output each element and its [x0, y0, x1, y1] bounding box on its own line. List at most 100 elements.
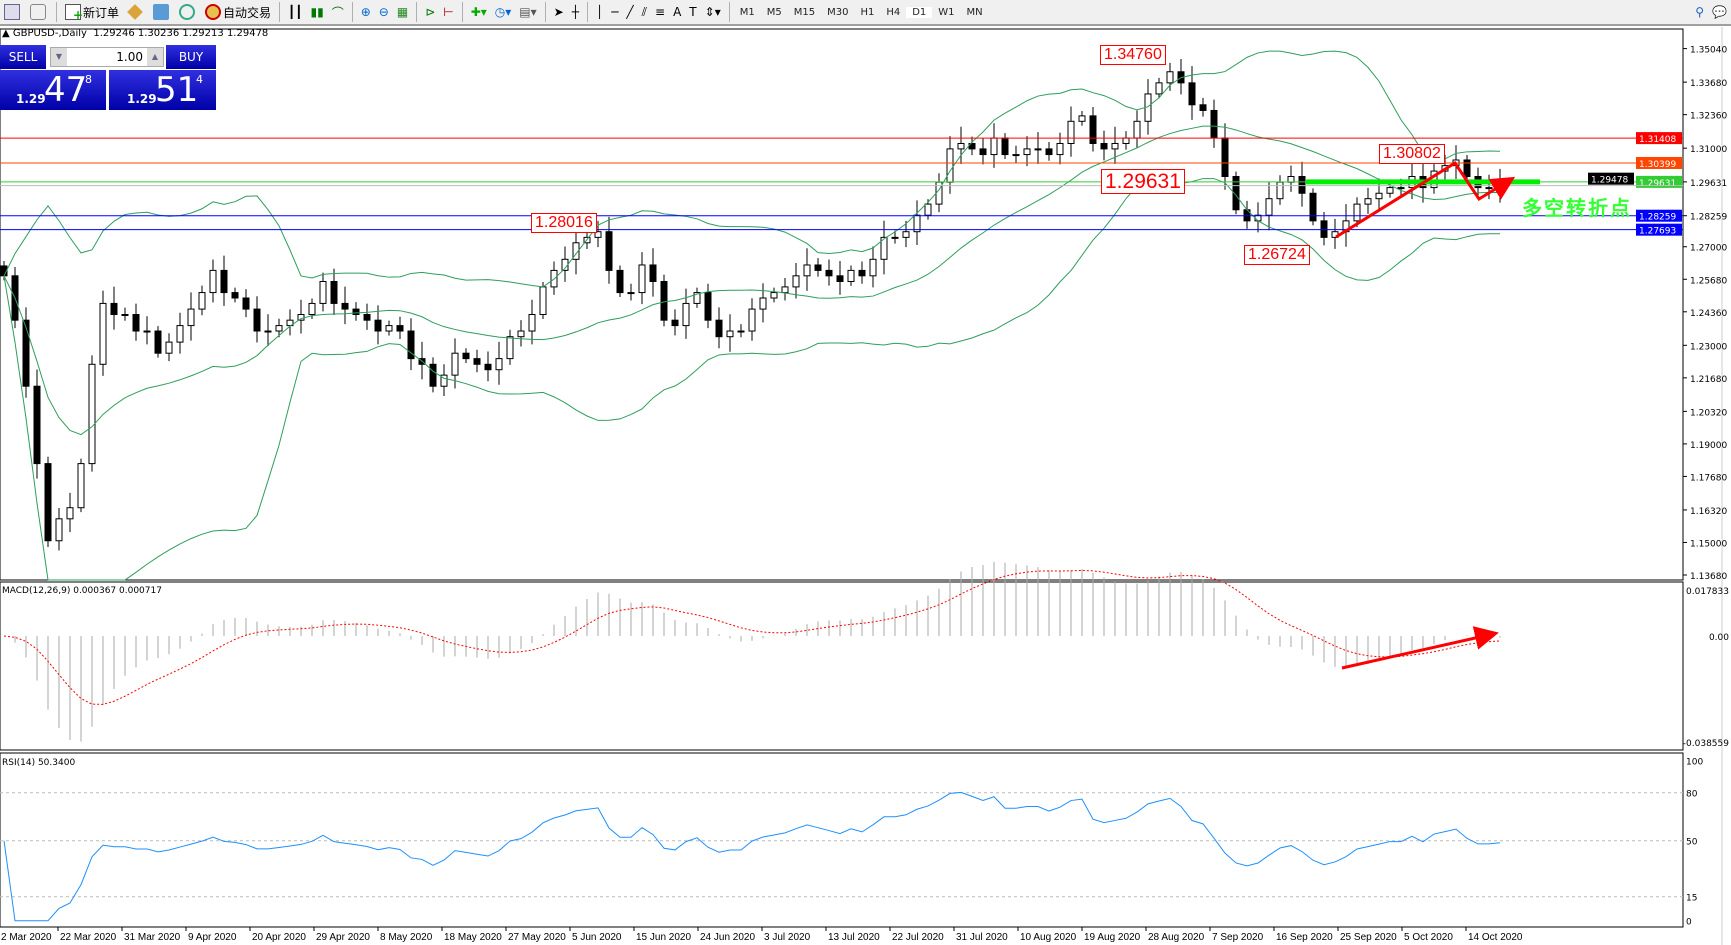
- history-icon[interactable]: [149, 1, 175, 23]
- annotation-oct-high[interactable]: 1.30802: [1379, 144, 1445, 164]
- price-tick-label: 1.21680: [1690, 375, 1727, 385]
- annotation-jun-high[interactable]: 1.28016: [531, 213, 597, 233]
- market-watch-icon[interactable]: [0, 1, 26, 23]
- candle-body: [1034, 148, 1042, 151]
- candle-body: [693, 292, 701, 304]
- zoom-out-icon[interactable]: ⊖: [378, 5, 389, 19]
- date-label: 10 Aug 2020: [1020, 932, 1077, 943]
- candle-body: [143, 330, 151, 333]
- candle-body: [902, 231, 910, 238]
- price-chart[interactable]: 1.35040 1.33680 1.32360 1.31000 1.29631 1.282…: [0, 27, 1731, 945]
- price-tick-label: 1.20320: [1690, 408, 1727, 418]
- trendline-icon[interactable]: ╱: [626, 5, 634, 19]
- candle-body: [814, 264, 822, 271]
- price-tick-label: 1.29631: [1690, 179, 1727, 189]
- lot-stepper[interactable]: ▼ 1.00 ▲: [50, 47, 164, 67]
- timeframe-h1[interactable]: H1: [860, 6, 875, 18]
- candle-body: [836, 275, 844, 282]
- candle-body: [1045, 148, 1053, 156]
- periods-icon[interactable]: ◷▾: [494, 5, 512, 19]
- templates-icon[interactable]: ▤▾: [519, 5, 537, 19]
- zoom-in-icon[interactable]: ⊕: [360, 5, 371, 19]
- price-flag: [1588, 172, 1634, 185]
- horizontal-line-icon[interactable]: ─: [611, 5, 619, 19]
- candle-body: [847, 269, 855, 282]
- timeframe-d1[interactable]: D1: [906, 6, 933, 18]
- line-chart-icon[interactable]: ⌒: [331, 5, 344, 20]
- equidistant-channel-icon[interactable]: ⫽: [641, 4, 648, 19]
- candle-body: [825, 269, 833, 277]
- pivot-text[interactable]: 多空转折点: [1522, 196, 1632, 220]
- timeframe-m30[interactable]: M30: [827, 6, 849, 18]
- experts-icon[interactable]: [123, 1, 149, 23]
- candle-body: [165, 341, 173, 354]
- bar-chart-icon[interactable]: ┃┃: [288, 5, 303, 19]
- annotation-pivot[interactable]: 1.29631: [1101, 169, 1185, 194]
- timeframe-m15[interactable]: M15: [793, 6, 816, 18]
- candle-body: [1298, 176, 1306, 194]
- price-flag: [1636, 156, 1682, 169]
- indicators-icon[interactable]: ✚▾: [470, 5, 487, 19]
- rsi-line: [3, 791, 1501, 922]
- signals-icon[interactable]: [175, 1, 201, 23]
- candle-body: [1199, 104, 1207, 111]
- price-tick-label: 1.15000: [1690, 539, 1727, 549]
- candle-body: [77, 463, 85, 509]
- text-label-icon[interactable]: T: [689, 5, 697, 19]
- lot-down-arrow[interactable]: ▼: [51, 48, 67, 66]
- tile-windows-icon[interactable]: ▦: [396, 5, 409, 19]
- date-label: 25 Sep 2020: [1340, 932, 1397, 943]
- arrows-icon[interactable]: ⇕▾: [704, 5, 721, 19]
- candle-body: [638, 264, 646, 294]
- candle-body: [121, 314, 129, 317]
- zoom-data-icon[interactable]: [26, 1, 52, 23]
- timeframe-h4[interactable]: H4: [886, 6, 901, 18]
- rsi-label: RSI(14) 50.3400: [2, 758, 75, 768]
- search-icon[interactable]: ⚲: [1695, 5, 1705, 19]
- vertical-line-icon[interactable]: │: [595, 5, 604, 19]
- timeframe-w1[interactable]: W1: [938, 6, 955, 18]
- date-label: 16 Sep 2020: [1276, 932, 1333, 943]
- price-tick-label: 1.16320: [1690, 507, 1727, 517]
- lot-up-arrow[interactable]: ▲: [147, 48, 163, 66]
- timeframe-mn[interactable]: MN: [966, 6, 983, 18]
- timeframe-m5[interactable]: M5: [766, 6, 782, 18]
- new-order-button[interactable]: + 新订单: [61, 1, 123, 23]
- buy-price[interactable]: 1.29 51 4: [109, 70, 216, 110]
- candle-body: [363, 314, 371, 321]
- sell-button[interactable]: SELL: [0, 45, 46, 69]
- crosshair-icon[interactable]: ┼: [571, 5, 579, 19]
- candle-body: [880, 236, 888, 260]
- lot-input[interactable]: 1.00: [116, 50, 143, 64]
- candle-body: [473, 358, 481, 365]
- candle-body: [132, 314, 140, 332]
- candle-body: [946, 148, 954, 183]
- price-flag: [1636, 223, 1682, 236]
- candle-body: [33, 385, 41, 465]
- price-flag-label: 1.29478: [1591, 176, 1628, 186]
- autoscroll-icon[interactable]: ⊳: [425, 5, 436, 19]
- candlestick-icon[interactable]: ▮▮: [310, 5, 324, 19]
- timeframe-m1[interactable]: M1: [739, 6, 755, 18]
- date-label: 24 Jun 2020: [700, 932, 755, 943]
- price-flag-label: 1.30399: [1639, 160, 1676, 170]
- chat-icon[interactable]: 💬: [1712, 5, 1727, 19]
- rsi-panel-frame: [0, 752, 1684, 928]
- candle-body: [1089, 115, 1097, 144]
- text-icon[interactable]: A: [673, 5, 682, 19]
- candle-body: [990, 137, 998, 156]
- annotation-high[interactable]: 1.34760: [1100, 45, 1166, 65]
- buy-button[interactable]: BUY: [166, 45, 216, 69]
- macd-arrow: [1341, 626, 1499, 670]
- macd-scale-label: -0.038559: [1683, 739, 1729, 749]
- candle-body: [1067, 120, 1075, 144]
- date-label: 28 Aug 2020: [1148, 932, 1205, 943]
- annotation-sep-low[interactable]: 1.26724: [1244, 245, 1310, 265]
- fibonacci-icon[interactable]: ≡: [655, 5, 666, 19]
- candle-body: [1364, 198, 1372, 205]
- auto-trading-button[interactable]: 自动交易: [201, 1, 275, 23]
- cursor-icon[interactable]: ➤: [553, 5, 564, 19]
- candle-body: [176, 325, 184, 343]
- chart-shift-icon[interactable]: ⊢: [443, 5, 454, 19]
- sell-price[interactable]: 1.29 47 8: [0, 70, 106, 110]
